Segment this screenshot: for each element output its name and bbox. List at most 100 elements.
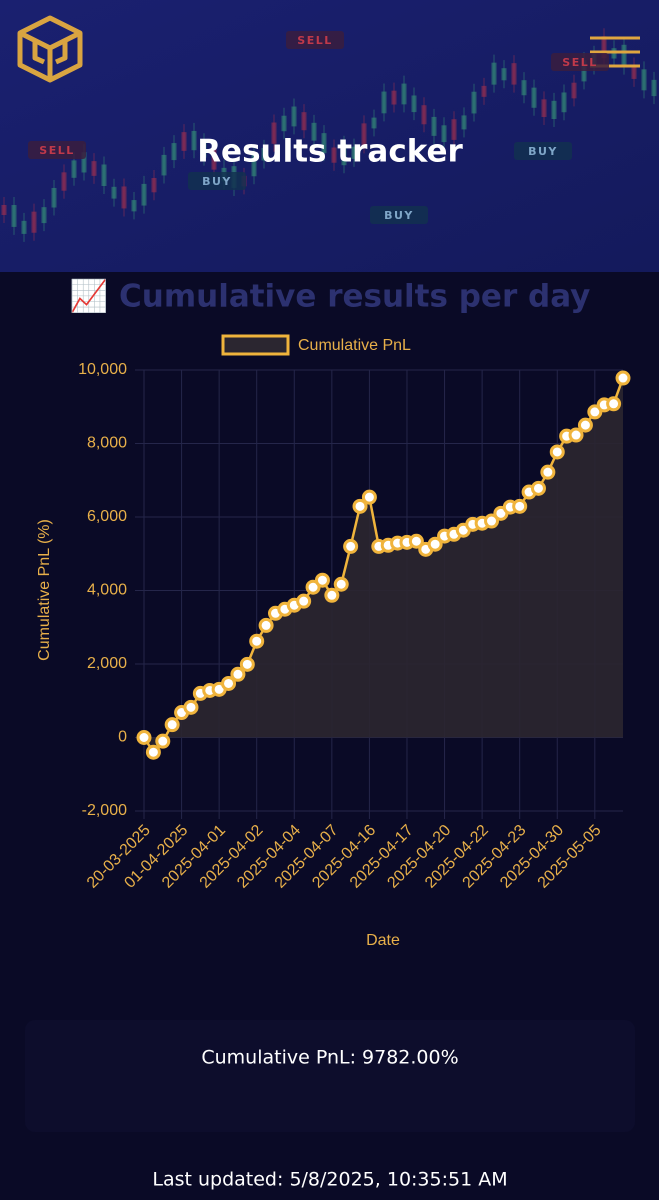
badge-bg <box>286 31 344 49</box>
y-tick-label: -2,000 <box>82 802 127 819</box>
candle <box>161 154 167 176</box>
point <box>587 404 603 420</box>
badge-bg <box>514 142 572 160</box>
candle <box>571 82 577 99</box>
candle <box>51 187 57 208</box>
point <box>361 489 377 505</box>
candle <box>151 177 157 193</box>
point <box>239 656 255 672</box>
candle <box>541 99 547 118</box>
badge: SELL <box>562 56 597 69</box>
candle <box>381 91 387 114</box>
candle <box>31 211 37 233</box>
point <box>615 370 631 386</box>
badge-bg <box>551 53 609 71</box>
candle <box>411 95 417 113</box>
legend-label: Cumulative PnL <box>298 337 411 354</box>
point <box>484 513 500 529</box>
y-tick-label: 2,000 <box>87 655 127 672</box>
badge: BUY <box>202 175 232 188</box>
point <box>136 730 152 745</box>
point <box>577 417 593 433</box>
candle <box>91 161 97 176</box>
summary: Cumulative PnL: 9782.00% <box>201 1047 458 1069</box>
badge-bg <box>28 141 86 159</box>
candle <box>311 122 317 141</box>
candle <box>71 160 77 178</box>
candle <box>631 65 637 79</box>
point <box>155 733 171 749</box>
y-tick-label: 10,000 <box>78 361 127 378</box>
candle <box>361 123 367 146</box>
area <box>144 378 623 753</box>
candle <box>181 132 187 151</box>
badge: SELL <box>297 34 332 47</box>
y-tick-label: 6,000 <box>87 508 127 525</box>
candle <box>401 83 407 105</box>
point <box>296 593 312 609</box>
candle <box>641 69 647 91</box>
y-tick-label: 8,000 <box>87 435 127 452</box>
point <box>324 587 340 603</box>
candle <box>341 143 347 166</box>
candle <box>511 63 517 85</box>
candle <box>141 183 147 206</box>
point <box>408 533 424 549</box>
candle <box>121 186 127 209</box>
point <box>512 498 528 514</box>
candle <box>491 62 497 85</box>
candle <box>211 148 217 170</box>
point <box>427 536 443 552</box>
candle <box>291 106 297 127</box>
candle <box>21 220 27 234</box>
candle <box>521 80 527 96</box>
candle <box>531 87 537 108</box>
x-axis-label: Date <box>366 932 400 949</box>
chart-title: 📈 Cumulative results per day <box>70 278 591 315</box>
candle <box>561 92 567 113</box>
candle <box>551 100 557 119</box>
point <box>314 572 330 588</box>
candle <box>61 172 67 191</box>
y-axis-label: Cumulative PnL (%) <box>36 519 53 661</box>
candle <box>1 205 7 215</box>
point <box>333 576 349 592</box>
candle <box>281 115 287 132</box>
candle <box>461 115 467 130</box>
candle <box>621 44 627 67</box>
point <box>258 617 274 633</box>
candle <box>451 119 457 140</box>
point <box>183 699 199 715</box>
point <box>221 675 237 691</box>
candle <box>131 200 137 212</box>
candle <box>431 116 437 136</box>
legend-swatch <box>221 334 290 356</box>
candle <box>81 152 87 173</box>
candle <box>371 117 377 129</box>
candle <box>351 146 357 159</box>
footer: Last updated: 5/8/2025, 10:35:51 AM <box>152 1169 507 1191</box>
candle <box>601 36 607 59</box>
point <box>343 538 359 554</box>
badge: SELL <box>39 144 74 157</box>
candle <box>11 205 17 227</box>
point <box>540 464 556 480</box>
candle <box>111 186 117 199</box>
candle <box>201 141 207 158</box>
point <box>145 744 161 760</box>
summary-card <box>25 1020 635 1132</box>
badge-bg <box>370 206 428 224</box>
badge: BUY <box>528 145 558 158</box>
logo[interactable] <box>17 15 83 83</box>
candle <box>441 125 447 143</box>
point <box>530 480 546 496</box>
point <box>352 498 368 514</box>
candle <box>301 112 307 131</box>
candle <box>41 207 47 224</box>
candle <box>501 68 507 81</box>
candle <box>171 143 177 161</box>
candle <box>321 133 327 154</box>
candle <box>421 105 427 125</box>
